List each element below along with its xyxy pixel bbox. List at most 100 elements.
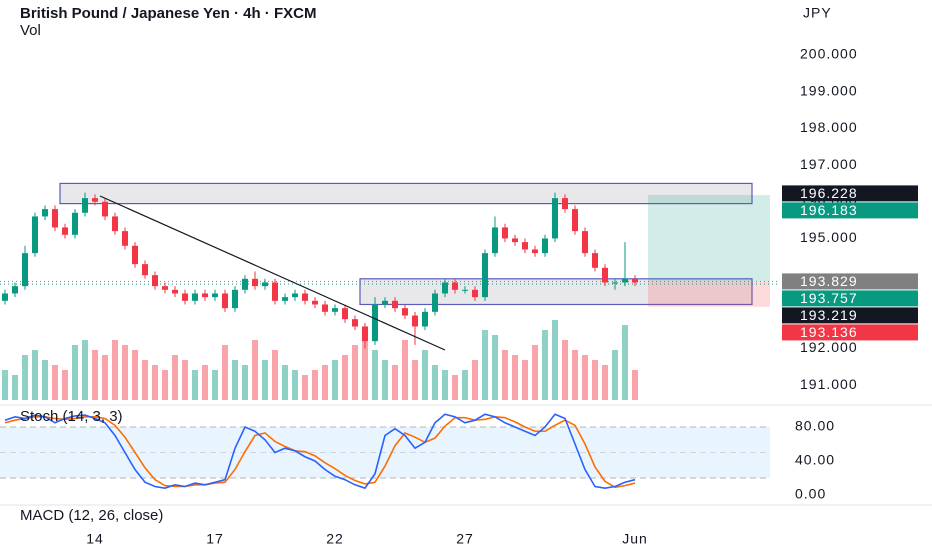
price-label: 193.757: [800, 290, 858, 306]
candle-body: [342, 308, 348, 320]
stoch-tick-label: 80.00: [795, 418, 835, 434]
candle-body: [2, 293, 8, 301]
volume-bar: [602, 365, 608, 400]
candle-body: [42, 209, 48, 217]
candle-body: [132, 245, 138, 265]
candle-body: [462, 289, 468, 291]
candle-body: [182, 293, 188, 301]
volume-bar: [622, 325, 628, 400]
volume-bar: [152, 365, 158, 400]
volume-bar: [32, 350, 38, 400]
volume-bar: [552, 320, 558, 400]
candle-body: [352, 319, 358, 327]
candle-body: [372, 304, 378, 342]
macd-label: MACD (12, 26, close): [20, 507, 163, 524]
volume-bar: [462, 370, 468, 400]
volume-bar: [302, 375, 308, 400]
volume-bar: [232, 360, 238, 400]
volume-label: Vol: [20, 22, 41, 39]
candle-body: [212, 293, 218, 298]
candle-body: [32, 216, 38, 254]
volume-bar: [382, 360, 388, 400]
candle-body: [382, 300, 388, 305]
volume-bar: [162, 370, 168, 400]
y-tick-label: 199.000: [800, 82, 858, 98]
candle-body: [62, 227, 68, 235]
stop-area: [648, 281, 770, 307]
candle-body: [452, 282, 458, 290]
volume-bar: [72, 345, 78, 400]
volume-bar: [412, 360, 418, 400]
candle-body: [102, 201, 108, 217]
volume-bar: [372, 350, 378, 400]
price-label-box: [782, 307, 918, 324]
x-tick-label: 22: [326, 531, 344, 547]
candle-body: [622, 278, 628, 283]
price-label-box: [782, 324, 918, 341]
candle-body: [292, 293, 298, 298]
volume-bar: [542, 330, 548, 400]
plot: [0, 54, 784, 496]
volume-bar: [512, 355, 518, 400]
candle-body: [512, 238, 518, 243]
candle-body: [362, 326, 368, 342]
candle-body: [202, 293, 208, 298]
candle-body: [272, 282, 278, 301]
volume-bar: [282, 365, 288, 400]
volume-bar: [132, 350, 138, 400]
volume-bar: [202, 365, 208, 400]
volume-bar: [242, 365, 248, 400]
candle-body: [322, 304, 328, 312]
volume-bar: [442, 370, 448, 400]
volume-bar: [182, 360, 188, 400]
volume-bar: [252, 340, 258, 400]
candle-body: [572, 209, 578, 232]
volume-bar: [92, 350, 98, 400]
candle-body: [592, 253, 598, 268]
currency: JPY: [803, 5, 832, 21]
candle-body: [442, 282, 448, 294]
x-tick-label: 14: [86, 531, 104, 547]
candle-body: [492, 227, 498, 254]
volume-bar: [392, 365, 398, 400]
candle-body: [232, 289, 238, 309]
volume-bar: [102, 355, 108, 400]
y-tick-label: 198.000: [800, 119, 858, 135]
volume-bar: [492, 335, 498, 400]
volume-bar: [452, 375, 458, 400]
volume-bar: [12, 375, 18, 400]
volume-bar: [172, 355, 178, 400]
candle-body: [472, 289, 478, 298]
y-tick-label: 195.000: [800, 229, 858, 245]
x-tick-label: Jun: [622, 531, 648, 547]
y-tick-label: 197.000: [800, 156, 858, 172]
x-tick-label: 27: [456, 531, 474, 547]
price-label: 196.228: [800, 185, 858, 201]
trend-line: [99, 195, 446, 351]
candle-body: [312, 300, 318, 305]
price-label: 196.183: [800, 202, 858, 218]
volume-bar: [572, 350, 578, 400]
candle-body: [252, 278, 258, 287]
candle-body: [282, 297, 288, 301]
volume-bar: [112, 340, 118, 400]
candle-body: [562, 198, 568, 210]
price-label: 193.219: [800, 307, 858, 323]
candle-body: [532, 249, 538, 254]
price-label: 193.829: [800, 273, 858, 289]
volume-bar: [482, 330, 488, 400]
volume-bar: [472, 360, 478, 400]
candle-body: [302, 293, 308, 301]
zone: [59, 182, 753, 205]
volume-bar: [432, 365, 438, 400]
candle-body: [432, 293, 438, 312]
candle-body: [82, 198, 88, 213]
stoch-line: [4, 416, 636, 489]
candle-body: [582, 231, 588, 254]
candle-body: [162, 286, 168, 290]
volume-bar: [142, 360, 148, 400]
volume-bar: [502, 350, 508, 400]
candle-body: [422, 311, 428, 327]
chart-title: British Pound / Japanese Yen · 4h · FXCM: [20, 5, 316, 22]
zone: [359, 278, 753, 306]
